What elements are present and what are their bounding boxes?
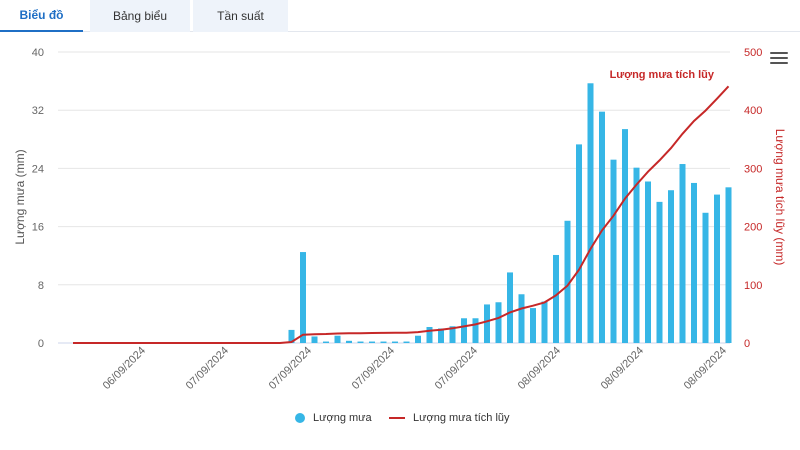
left-axis-ticks: 0 8 16 24 32 40: [32, 47, 44, 350]
rainfall-bar: [553, 254, 559, 343]
rainfall-bar: [300, 252, 306, 343]
y-tick-label: 16: [32, 222, 44, 234]
y-tick-label: 0: [38, 338, 44, 350]
rainfall-bar: [392, 341, 398, 343]
y2-tick-label: 500: [744, 47, 762, 59]
legend-marker-rainfall: [295, 413, 305, 423]
chart-legend: Lượng mưa Lượng mưa tích lũy: [0, 412, 800, 432]
rainfall-bar: [380, 341, 387, 343]
legend-marker-cumulative: [389, 417, 405, 419]
rainfall-bar: [507, 272, 513, 343]
rainfall-bar: [656, 201, 663, 343]
legend-item-cumulative[interactable]: Lượng mưa tích lũy: [389, 412, 510, 424]
x-tick-label: 08/09/2024: [682, 345, 729, 392]
x-tick-label: 07/09/2024: [350, 345, 397, 392]
x-tick-label: 07/09/2024: [267, 345, 314, 392]
x-tick-label: 08/09/2024: [599, 345, 646, 392]
rainfall-bar: [587, 83, 594, 343]
rainfall-bar: [530, 308, 536, 343]
rainfall-chart: 0 8 16 24 32 40 0 100 200 300 400 500 06/09/2024 07…: [13, 47, 787, 392]
rainfall-bar: [449, 326, 456, 343]
rainfall-bar: [334, 335, 341, 343]
rainfall-bar: [564, 220, 571, 343]
rainfall-bar: [714, 194, 720, 343]
rainfall-bars: [288, 83, 732, 343]
y2-tick-label: 300: [744, 163, 762, 175]
rainfall-bar: [438, 328, 444, 343]
rainfall-bar: [495, 302, 502, 343]
rainfall-bar: [323, 341, 329, 343]
rainfall-bar: [346, 340, 352, 343]
rainfall-bar: [415, 335, 421, 343]
rainfall-bar: [461, 318, 467, 343]
legend-label-rainfall: Lượng mưa: [313, 412, 372, 424]
rainfall-bar: [311, 336, 318, 343]
tab-chart[interactable]: Biểu đồ: [0, 0, 83, 32]
y-tick-label: 40: [32, 47, 44, 59]
y-tick-label: 32: [32, 105, 44, 117]
rainfall-bar: [357, 341, 364, 343]
rainfall-bar: [622, 129, 628, 343]
x-tick-label: 07/09/2024: [433, 345, 480, 392]
hamburger-menu-icon[interactable]: [770, 52, 788, 66]
grid-lines: [58, 51, 730, 344]
cumulative-rainfall-line: [73, 85, 730, 344]
rainfall-bar: [541, 301, 548, 343]
right-axis-ticks: 0 100 200 300 400 500: [744, 47, 762, 350]
rainfall-bar: [725, 187, 732, 343]
rainfall-bar: [645, 181, 651, 343]
rainfall-bar: [702, 212, 709, 343]
rainfall-bar: [668, 190, 674, 343]
rainfall-bar: [691, 182, 697, 343]
y2-tick-label: 100: [744, 280, 762, 292]
rainfall-bar: [576, 144, 582, 343]
y-tick-label: 8: [38, 280, 44, 292]
y2-tick-label: 400: [744, 105, 762, 117]
rainfall-bar: [518, 294, 525, 343]
rainfall-bar: [610, 159, 617, 343]
y2-tick-label: 0: [744, 338, 750, 350]
x-tick-label: 08/09/2024: [516, 345, 563, 392]
rainfall-bar: [599, 111, 605, 343]
rainfall-bar: [679, 164, 686, 343]
y-tick-label: 24: [32, 163, 44, 175]
tab-bar: Biểu đồ Bảng biểu Tần suất: [0, 0, 800, 32]
legend-label-cumulative: Lượng mưa tích lũy: [413, 412, 510, 424]
x-tick-label: 07/09/2024: [184, 345, 231, 392]
cumulative-series-annotation: Lượng mưa tích lũy: [610, 69, 715, 81]
y-axis-label: Lượng mưa (mm): [13, 149, 27, 244]
x-axis-ticks: 06/09/2024 07/09/2024 07/09/2024 07/09/2024…: [101, 345, 729, 392]
x-tick-label: 06/09/2024: [101, 345, 148, 392]
y2-tick-label: 200: [744, 222, 762, 234]
rainfall-bar: [369, 341, 375, 343]
tab-table[interactable]: Bảng biểu: [90, 0, 190, 32]
rainfall-bar: [472, 318, 479, 343]
rainfall-bar: [403, 341, 410, 343]
y2-axis-label: Lượng mưa tích lũy (mm): [773, 129, 787, 266]
tab-frequency[interactable]: Tần suất: [193, 0, 288, 32]
rainfall-bar: [633, 167, 640, 343]
rainfall-bar: [288, 329, 295, 343]
legend-item-rainfall[interactable]: Lượng mưa: [295, 412, 372, 424]
rainfall-bar: [484, 304, 490, 343]
rainfall-bar: [426, 326, 433, 343]
